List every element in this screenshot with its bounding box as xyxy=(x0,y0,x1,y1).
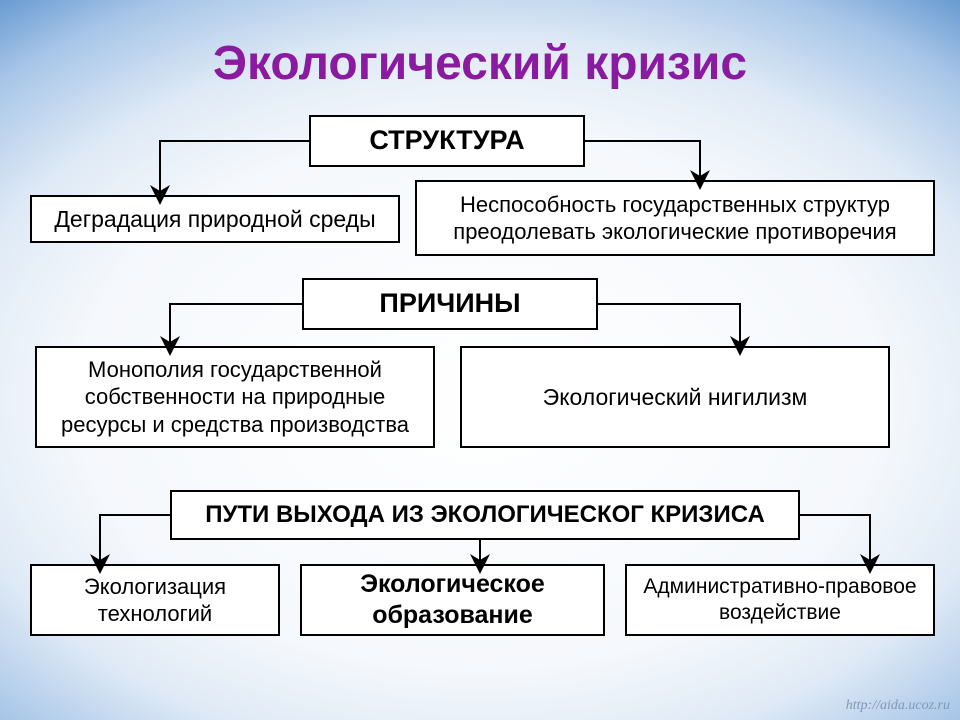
box-ways-head: ПУТИ ВЫХОДА ИЗ ЭКОЛОГИЧЕСКОГ КРИЗИСА xyxy=(170,490,800,540)
box-causes-head: ПРИЧИНЫ xyxy=(302,278,598,330)
box-structure-left: Деградация природной среды xyxy=(30,195,400,243)
box-label: ПУТИ ВЫХОДА ИЗ ЭКОЛОГИЧЕСКОГ КРИЗИСА xyxy=(205,500,765,530)
box-label: Неспособность государственных структур п… xyxy=(425,191,925,246)
box-ways-left: Экологизация технологий xyxy=(30,564,280,636)
box-structure-right: Неспособность государственных структур п… xyxy=(415,180,935,256)
box-label: Экологический нигилизм xyxy=(543,383,808,412)
box-label: Монополия государственной собственности … xyxy=(45,356,425,439)
watermark-text: http://aida.ucoz.ru xyxy=(846,698,950,714)
box-label: Экологическое образование xyxy=(310,569,595,632)
box-label: Административно-правовое воздействие xyxy=(635,574,925,627)
box-causes-left: Монополия государственной собственности … xyxy=(35,346,435,448)
box-ways-right: Административно-правовое воздействие xyxy=(625,564,935,636)
box-label: Деградация природной среды xyxy=(54,205,375,234)
box-structure-head: СТРУКТУРА xyxy=(309,115,585,167)
box-label: СТРУКТУРА xyxy=(369,124,524,158)
box-label: Экологизация технологий xyxy=(40,573,270,628)
page-title: Экологический кризис xyxy=(0,36,960,91)
box-ways-mid: Экологическое образование xyxy=(300,564,605,636)
diagram-stage: Экологический кризис СТРУКТУРА Деградаци… xyxy=(0,0,960,720)
box-causes-right: Экологический нигилизм xyxy=(460,346,890,448)
box-label: ПРИЧИНЫ xyxy=(379,287,520,321)
